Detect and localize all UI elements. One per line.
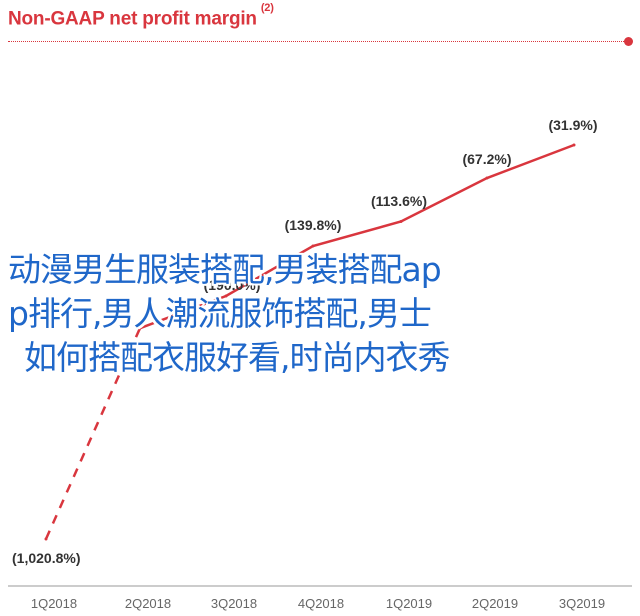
x-tick-label-2Q2018: 2Q2018 [125, 596, 171, 611]
data-label-2Q2019: (67.2%) [462, 151, 511, 167]
data-point-3Q2019 [572, 143, 576, 147]
chart-title: Non-GAAP net profit margin(2) [8, 2, 274, 30]
data-point-1Q2018 [44, 537, 48, 541]
x-tick-label-3Q2018: 3Q2018 [211, 596, 257, 611]
overlay-line-2: p排行,男人潮流服饰搭配,男士 [8, 294, 432, 333]
chart-title-note: (2) [260, 2, 274, 14]
overlay-line-3: 如何搭配衣服好看,时尚内衣秀 [24, 338, 451, 377]
x-tick-label-1Q2019: 1Q2019 [386, 596, 432, 611]
data-point-2Q2018 [138, 326, 142, 330]
x-tick-label-3Q2019: 3Q2019 [559, 596, 605, 611]
x-tick-label-4Q2018: 4Q2018 [298, 596, 344, 611]
data-label-3Q2018: (190.0%) [204, 277, 261, 293]
x-tick-label-1Q2018: 1Q2018 [31, 596, 77, 611]
data-point-3Q2018 [224, 294, 228, 298]
title-divider-dot [624, 37, 633, 46]
title-divider [8, 41, 628, 42]
data-label-1Q2018: (1,020.8%) [12, 550, 80, 566]
chart-title-text: Non-GAAP net profit margin [8, 8, 257, 30]
data-label-1Q2019: (113.6%) [371, 193, 427, 209]
data-point-1Q2019 [399, 219, 403, 223]
overlay-caption: 动漫男生服装搭配,男装搭配ap p排行,男人潮流服饰搭配,男士 如何搭配衣服好看… [0, 248, 640, 380]
data-point-2Q2019 [485, 176, 489, 180]
data-label-4Q2018: (139.8%) [285, 217, 342, 233]
data-label-3Q2019: (31.9%) [548, 117, 597, 133]
series-line-solid [139, 143, 575, 330]
overlay-line-1: 动漫男生服装搭配,男装搭配ap [8, 250, 442, 289]
series-line-dashed [44, 327, 142, 540]
x-tick-label-2Q2019: 2Q2019 [472, 596, 518, 611]
data-point-4Q2018 [311, 244, 315, 248]
